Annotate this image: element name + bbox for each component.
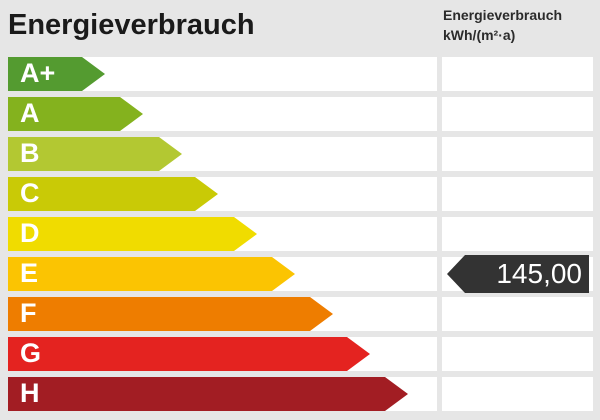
energy-class-arrow: B <box>8 137 182 171</box>
value-cell <box>442 137 593 171</box>
value-cell <box>442 297 593 331</box>
energy-class-arrow: E <box>8 257 295 291</box>
energy-class-row-d: D <box>8 217 593 251</box>
bar-strip: B <box>8 137 437 171</box>
unit-header-line1: Energieverbrauch <box>443 7 563 23</box>
energy-class-arrow: C <box>8 177 218 211</box>
energy-class-row-g: G <box>8 337 593 371</box>
value-badge: 145,00 <box>447 255 589 293</box>
energy-class-arrow: A+ <box>8 57 105 91</box>
value-cell <box>442 217 593 251</box>
unit-header: Energieverbrauch kWh/(m²·a) <box>443 5 562 45</box>
energy-class-row-f: F <box>8 297 593 331</box>
bar-strip: D <box>8 217 437 251</box>
bar-strip: A+ <box>8 57 437 91</box>
bar-strip: C <box>8 177 437 211</box>
unit-header-line2: kWh/(m²·a) <box>443 27 516 43</box>
energy-class-letter: F <box>20 298 37 328</box>
energy-class-arrow: H <box>8 377 408 411</box>
value-cell <box>442 177 593 211</box>
energy-class-letter: A+ <box>20 58 56 88</box>
bar-strip: E <box>8 257 437 291</box>
energy-class-arrow: G <box>8 337 370 371</box>
energy-class-letter: A <box>20 98 40 128</box>
value-cell <box>442 97 593 131</box>
energy-class-arrow: F <box>8 297 333 331</box>
energy-class-row-h: H <box>8 377 593 411</box>
energy-class-letter: H <box>20 378 40 408</box>
energy-class-arrow: D <box>8 217 257 251</box>
bar-strip: F <box>8 297 437 331</box>
energy-class-letter: D <box>20 218 40 248</box>
energy-class-letter: C <box>20 178 40 208</box>
bar-strip: H <box>8 377 437 411</box>
energy-class-letter: B <box>20 138 40 168</box>
energy-class-row-c: C <box>8 177 593 211</box>
energy-class-row-b: B <box>8 137 593 171</box>
page-title: Energieverbrauch <box>8 9 255 41</box>
energy-class-letter: E <box>20 258 39 288</box>
energy-class-letter: G <box>20 338 42 368</box>
bar-strip: A <box>8 97 437 131</box>
bar-strip: G <box>8 337 437 371</box>
energy-class-row-a: A <box>8 97 593 131</box>
energy-class-arrow: A <box>8 97 143 131</box>
energy-class-row-a-plus: A+ <box>8 57 593 91</box>
value-cell <box>442 337 593 371</box>
value-cell <box>442 57 593 91</box>
value-cell <box>442 377 593 411</box>
